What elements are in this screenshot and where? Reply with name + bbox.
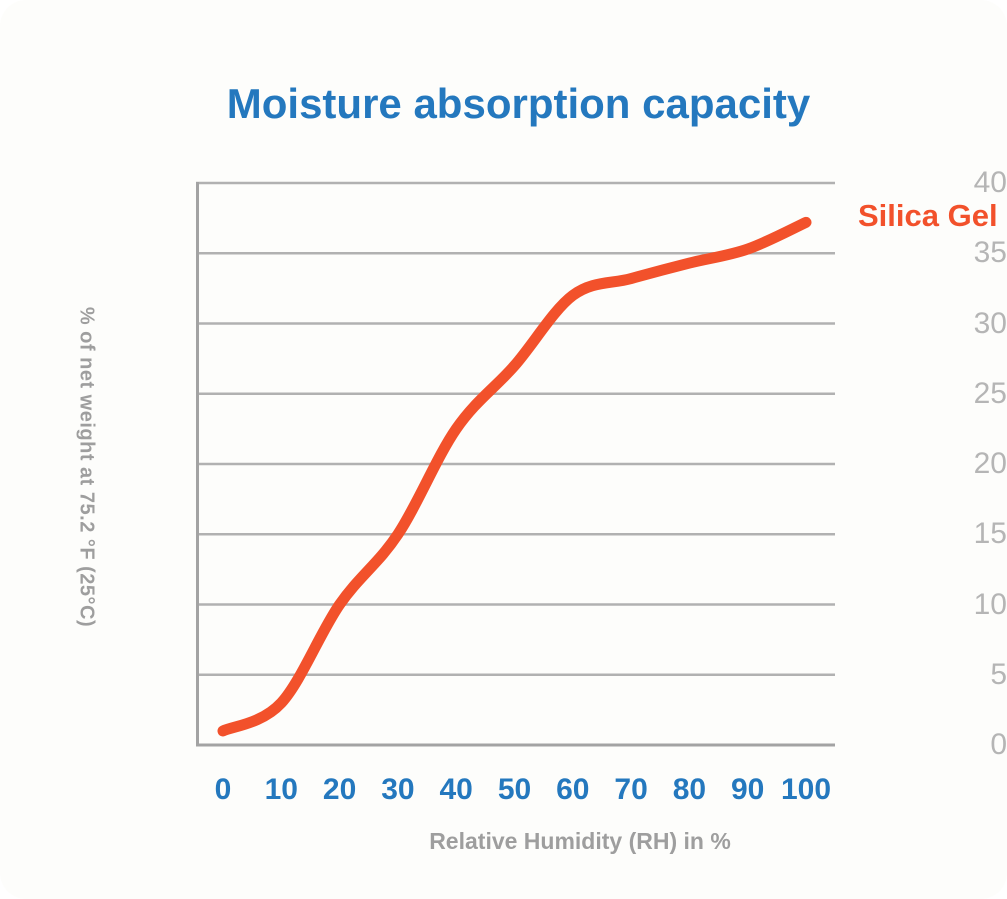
x-tick-30: 30 — [381, 773, 415, 806]
x-tick-100: 100 — [780, 773, 832, 806]
x-tick-0: 0 — [214, 773, 232, 806]
y-tick-25: 25 — [973, 376, 1007, 410]
y-tick-35: 35 — [973, 236, 1007, 270]
x-tick-90: 90 — [731, 773, 765, 806]
x-tick-50: 50 — [497, 773, 532, 806]
silica-gel-line — [217, 216, 812, 737]
y-tick-5: 5 — [990, 657, 1007, 691]
x-axis-label: Relative Humidity (RH) in % — [429, 828, 731, 854]
x-tick-80: 80 — [672, 773, 707, 806]
x-tick-60: 60 — [556, 773, 590, 806]
y-tick-30: 30 — [973, 306, 1007, 340]
y-tick-0: 0 — [990, 728, 1007, 761]
y-tick-15: 15 — [973, 517, 1007, 551]
x-tick-40: 40 — [439, 773, 473, 806]
legend-silica-gel: Silica Gel — [858, 198, 998, 233]
y-tick-40: 40 — [973, 166, 1007, 199]
x-tick-20: 20 — [322, 773, 357, 806]
x-tick-10: 10 — [264, 773, 298, 806]
y-tick-20: 20 — [973, 447, 1007, 480]
y-tick-10: 10 — [973, 587, 1007, 621]
plot-area — [196, 181, 835, 747]
x-tick-70: 70 — [614, 773, 648, 806]
chart-title: Moisture absorption capacity — [226, 80, 811, 127]
y-axis-label: % of net weight at 75.2 °F (25°C) — [75, 306, 98, 628]
